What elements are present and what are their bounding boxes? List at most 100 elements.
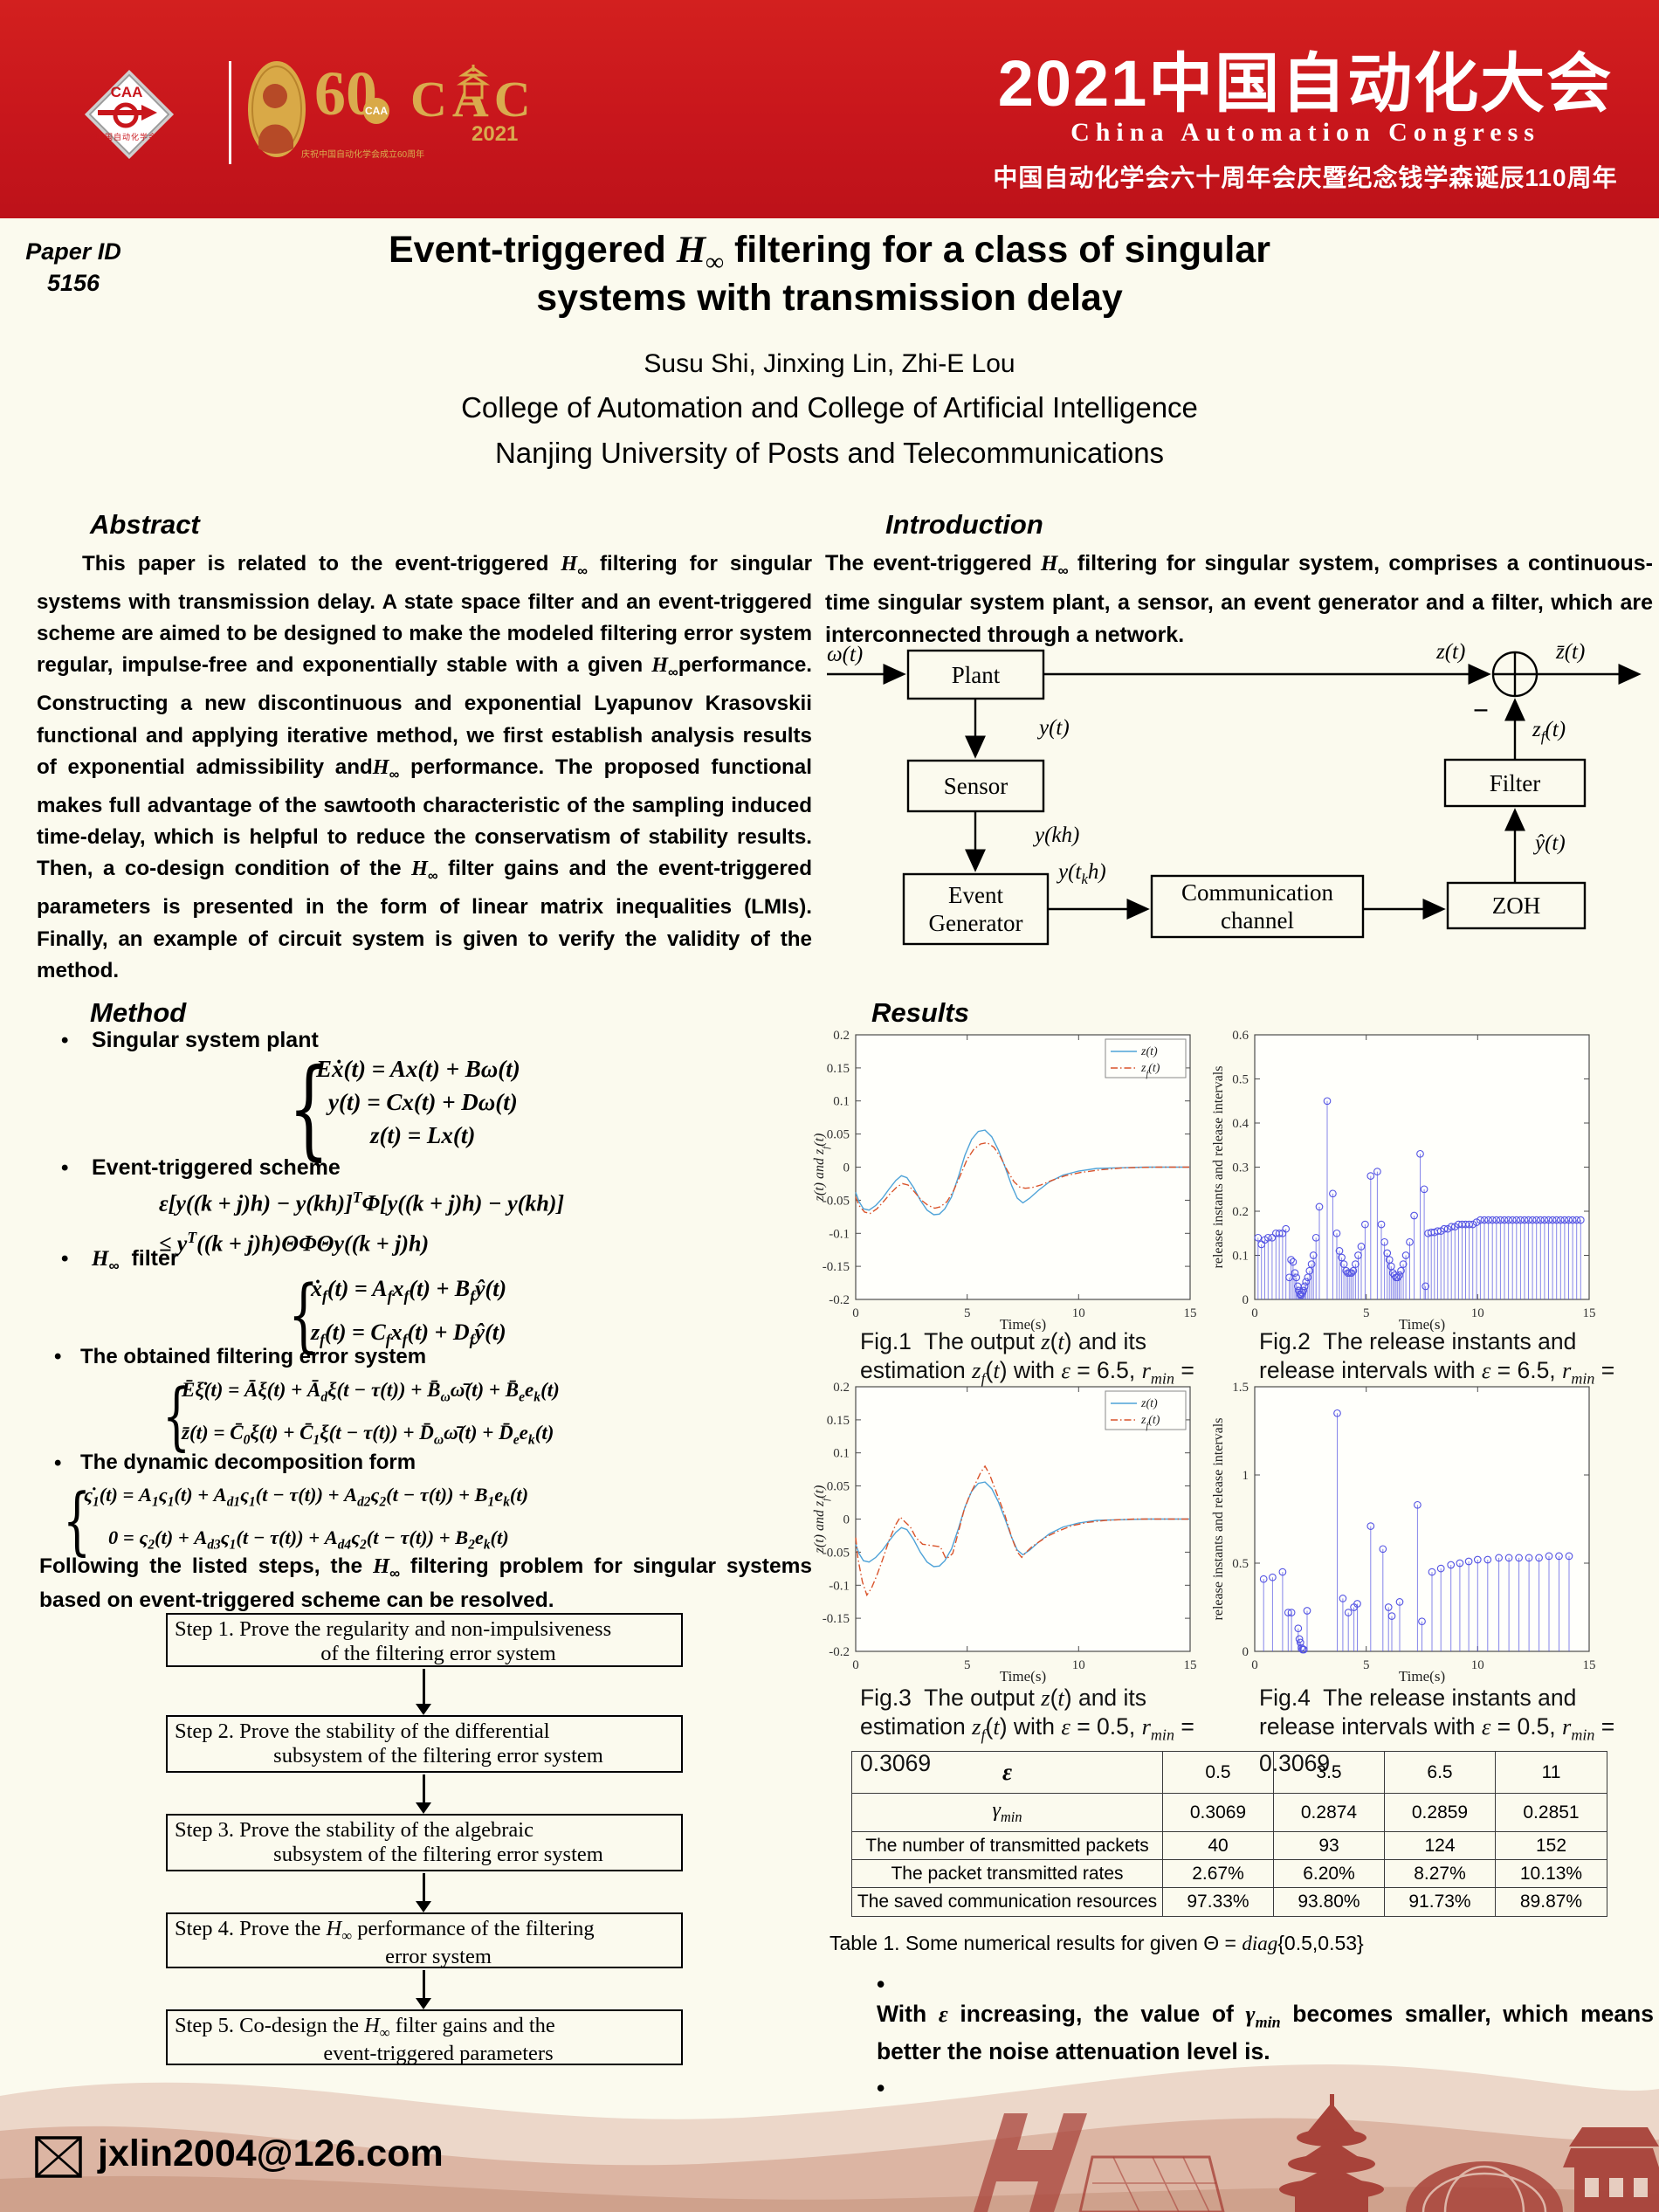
- table-row: The number of transmitted packets 40 93 …: [851, 1831, 1607, 1860]
- svg-text:Time(s): Time(s): [1000, 1668, 1046, 1684]
- email-text: jxlin2004@126.com: [98, 2133, 444, 2174]
- svg-text:0.1: 0.1: [1232, 1250, 1249, 1264]
- cac-year: 2021: [472, 122, 519, 146]
- flow-arrowhead-icon: [416, 1802, 431, 1814]
- svg-text:0: 0: [1251, 1658, 1258, 1672]
- results-table: ε 0.5 3.5 6.5 11 γmin 0.3069 0.2874 0.28…: [851, 1751, 1607, 1917]
- table-caption: Table 1. Some numerical results for give…: [830, 1932, 1364, 1954]
- method-following-note: Following the listed steps, the H∞ filte…: [39, 1554, 812, 1612]
- flow-step-3: Step 3. Prove the stability of the algeb…: [166, 1814, 683, 1871]
- svg-text:0.6: 0.6: [1232, 1029, 1249, 1043]
- bullet-icon: •: [54, 1345, 62, 1368]
- svg-text:5: 5: [964, 1658, 971, 1672]
- bullet-icon: •: [877, 2075, 885, 2102]
- flow-step-5: Step 5. Co-design the H∞ filter gains an…: [166, 2009, 683, 2065]
- paper-id-number: 5156: [46, 270, 100, 296]
- signal-y: y(t): [1039, 716, 1070, 740]
- svg-text:0.4: 0.4: [1232, 1117, 1249, 1131]
- cac-pagoda-icon: [456, 65, 491, 100]
- svg-text:0.05: 0.05: [827, 1128, 850, 1142]
- svg-text:zf(t): zf(t): [1140, 1062, 1160, 1079]
- svg-text:Time(s): Time(s): [1000, 1316, 1046, 1332]
- fig4-chart: 0 5 10 15 0 0.5 1 1.5 Time(s) release instants an…: [1211, 1381, 1596, 1684]
- sixty-badge: CAA: [363, 98, 389, 124]
- svg-text:zf(t): zf(t): [1140, 1414, 1160, 1431]
- portrait-medallion-icon: [248, 61, 306, 157]
- table-row: The saved communication resources 97.33%…: [851, 1887, 1607, 1917]
- svg-text:release instants and release i: release instants and release intervals: [1211, 1066, 1226, 1269]
- table-row: γmin 0.3069 0.2874 0.2859 0.2851: [851, 1793, 1607, 1832]
- diagram-box-zoh: ZOH: [1491, 892, 1541, 919]
- flow-arrowhead-icon: [416, 1704, 431, 1715]
- table-row: The packet transmitted rates 2.67% 6.20%…: [851, 1859, 1607, 1888]
- svg-text:z(t) and zf(t): z(t) and zf(t): [812, 1485, 831, 1554]
- svg-text:-0.15: -0.15: [823, 1260, 850, 1274]
- brace: {: [288, 1268, 320, 1361]
- caa-arrow-icon: [98, 102, 157, 128]
- svg-text:10: 10: [1471, 1306, 1484, 1320]
- svg-text:0: 0: [852, 1306, 859, 1320]
- diagram-box-filter: Filter: [1489, 769, 1541, 796]
- svg-text:Time(s): Time(s): [1399, 1668, 1445, 1684]
- svg-text:-0.2: -0.2: [829, 1293, 850, 1307]
- svg-text:0.3: 0.3: [1232, 1161, 1249, 1175]
- flow-arrow-icon: [423, 1669, 425, 1706]
- method-heading: Method: [90, 997, 187, 1028]
- svg-text:0.2: 0.2: [833, 1029, 850, 1043]
- svg-text:10: 10: [1072, 1306, 1085, 1320]
- svg-text:0.5: 0.5: [1232, 1073, 1249, 1087]
- svg-text:5: 5: [1363, 1658, 1370, 1672]
- fig1-chart: 0 5 10 15 -0.2 -0.15 -0.1 -0.05 0 0.05 0.1 0.15 0.2 T…: [812, 1029, 1197, 1332]
- brace: {: [63, 1478, 92, 1563]
- svg-text:0: 0: [1243, 1293, 1249, 1307]
- eq-filter: ẋf(t) = Afxf(t) + Bfŷ(t) zf(t) = Cfxf(t)…: [311, 1276, 507, 1349]
- signal-ytkh: y(tkh): [1058, 860, 1106, 887]
- bullet-icon: •: [877, 1971, 885, 1997]
- conference-subtitle-en: China Automation Congress: [1070, 118, 1540, 147]
- svg-text:-0.05: -0.05: [823, 1194, 850, 1208]
- eq-event-triggered: ε[y((k + j)h) − y(kh)]TΦ[y((k + j)h) − y…: [159, 1189, 565, 1257]
- fig3-chart: 0 5 10 15 -0.2 -0.15 -0.1 -0.05 0 0.05 0.1 0.15 0.2 T…: [812, 1381, 1197, 1684]
- abstract-heading: Abstract: [90, 509, 200, 540]
- affiliation-2: Nanjing University of Posts and Telecomm…: [494, 437, 1165, 469]
- bullet-icon: •: [54, 1451, 62, 1475]
- results-heading: Results: [871, 997, 969, 1028]
- svg-text:0.15: 0.15: [827, 1414, 850, 1428]
- svg-text:1.5: 1.5: [1232, 1381, 1249, 1395]
- introduction-body: The event-triggered H∞ filtering for sin…: [825, 551, 1653, 647]
- diagram-box-comm-channel: Communication channel: [1181, 879, 1333, 934]
- signal-zf: zf(t): [1532, 718, 1566, 745]
- abstract-body: This paper is related to the event-trigg…: [37, 552, 812, 982]
- method-bullet-4: The obtained filtering error system: [80, 1345, 427, 1368]
- system-diagram: [827, 649, 1642, 946]
- caa-ring-text: 中国自动化学会: [95, 133, 157, 141]
- svg-text:0.5: 0.5: [1232, 1557, 1249, 1571]
- method-bullet-3: H∞ filter: [92, 1246, 179, 1274]
- svg-text:z(t): z(t): [1140, 1397, 1158, 1410]
- svg-text:-0.15: -0.15: [823, 1612, 850, 1626]
- conference-title: 2021中国自动化大会: [997, 47, 1614, 120]
- eq-decomposition: ς̇1(t) = A1ς1(t) + Ad1ς1(t − τ(t)) + Ad2…: [84, 1484, 529, 1552]
- fig2-chart: 0 5 10 15 0 0.1 0.2 0.3 0.4 0.5 0.6 Time(s) release …: [1211, 1029, 1596, 1332]
- flow-arrow-icon: [423, 1873, 425, 1903]
- svg-text:-0.1: -0.1: [829, 1579, 850, 1593]
- flow-step-2: Step 2. Prove the stability of the diffe…: [166, 1715, 683, 1773]
- eq-error-system: Ēξ̇(t) = Āξ(t) + Ādξ(t − τ(t)) + B̄ωω̄(t…: [182, 1379, 560, 1448]
- svg-text:Time(s): Time(s): [1399, 1316, 1445, 1332]
- svg-text:-0.05: -0.05: [823, 1546, 850, 1560]
- beijing-skyline-icon: [974, 2094, 1659, 2212]
- bullet-icon: •: [61, 1247, 69, 1271]
- method-bullet-5: The dynamic decomposition form: [80, 1451, 416, 1474]
- svg-text:10: 10: [1471, 1658, 1484, 1672]
- flow-arrowhead-icon: [416, 1901, 431, 1912]
- logo-divider: [229, 61, 231, 164]
- svg-text:15: 15: [1583, 1658, 1596, 1672]
- svg-text:15: 15: [1583, 1306, 1596, 1320]
- affiliation-1: College of Automation and College of Art…: [461, 391, 1198, 424]
- diagram-box-sensor: Sensor: [943, 773, 1008, 799]
- svg-text:0.15: 0.15: [827, 1062, 850, 1076]
- finding-item: • With ε increasing, the value of γmin b…: [877, 1971, 1654, 2065]
- brace: {: [162, 1373, 191, 1458]
- paper-title-line1: Event-triggered H∞ filtering for a class…: [388, 229, 1271, 277]
